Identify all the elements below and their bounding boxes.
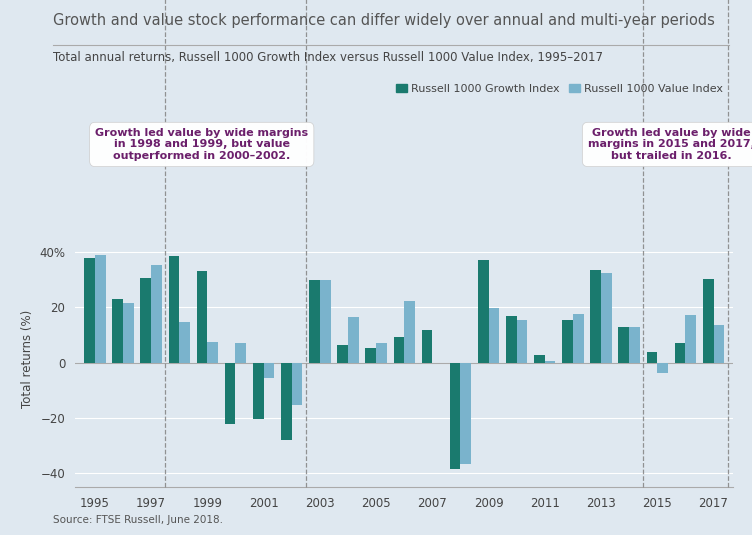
Bar — [376, 343, 387, 363]
Bar — [618, 327, 629, 363]
Bar — [544, 362, 556, 363]
Text: Growth led value by wide margins
in 1998 and 1999, but value
outperformed in 200: Growth led value by wide margins in 1998… — [96, 128, 308, 161]
Text: Growth and value stock performance can differ widely over annual and multi-year : Growth and value stock performance can d… — [53, 13, 714, 28]
Bar — [84, 258, 95, 363]
Bar — [573, 314, 584, 363]
Bar — [208, 342, 218, 363]
Y-axis label: Total returns (%): Total returns (%) — [21, 309, 34, 408]
Bar — [590, 270, 601, 363]
Bar — [685, 315, 696, 363]
Bar — [179, 322, 190, 363]
Bar — [675, 343, 685, 363]
Bar — [253, 363, 264, 419]
Bar — [320, 280, 331, 363]
Bar — [123, 303, 134, 363]
Bar — [601, 273, 611, 363]
Bar — [534, 355, 544, 363]
Bar — [95, 255, 105, 363]
Bar — [478, 260, 489, 363]
Bar — [309, 280, 320, 363]
Text: Source: FTSE Russell, June 2018.: Source: FTSE Russell, June 2018. — [53, 515, 223, 525]
Text: Total annual returns, Russell 1000 Growth Index versus Russell 1000 Value Index,: Total annual returns, Russell 1000 Growt… — [53, 51, 602, 64]
Bar — [225, 363, 235, 424]
Bar — [112, 299, 123, 363]
Bar — [168, 256, 179, 363]
Bar — [647, 352, 657, 363]
Bar — [365, 348, 376, 363]
Bar — [197, 271, 208, 363]
Bar — [404, 301, 415, 363]
Bar — [151, 265, 162, 363]
Bar — [506, 317, 517, 363]
Bar — [657, 363, 668, 373]
Bar — [629, 327, 640, 363]
Bar — [450, 363, 460, 469]
Bar — [489, 308, 499, 363]
Bar — [292, 363, 302, 406]
Bar — [264, 363, 274, 378]
Bar — [281, 363, 292, 440]
Bar — [235, 343, 246, 363]
Bar — [703, 279, 714, 363]
Bar — [460, 363, 471, 464]
Bar — [714, 325, 724, 363]
Bar — [517, 320, 527, 363]
Bar — [422, 330, 432, 363]
Bar — [338, 345, 348, 363]
Bar — [141, 278, 151, 363]
Bar — [393, 338, 405, 363]
Text: Growth led value by wide
margins in 2015 and 2017,
but trailed in 2016.: Growth led value by wide margins in 2015… — [588, 128, 752, 161]
Legend: Russell 1000 Growth Index, Russell 1000 Value Index: Russell 1000 Growth Index, Russell 1000 … — [391, 79, 728, 98]
Bar — [562, 320, 573, 363]
Bar — [348, 317, 359, 363]
